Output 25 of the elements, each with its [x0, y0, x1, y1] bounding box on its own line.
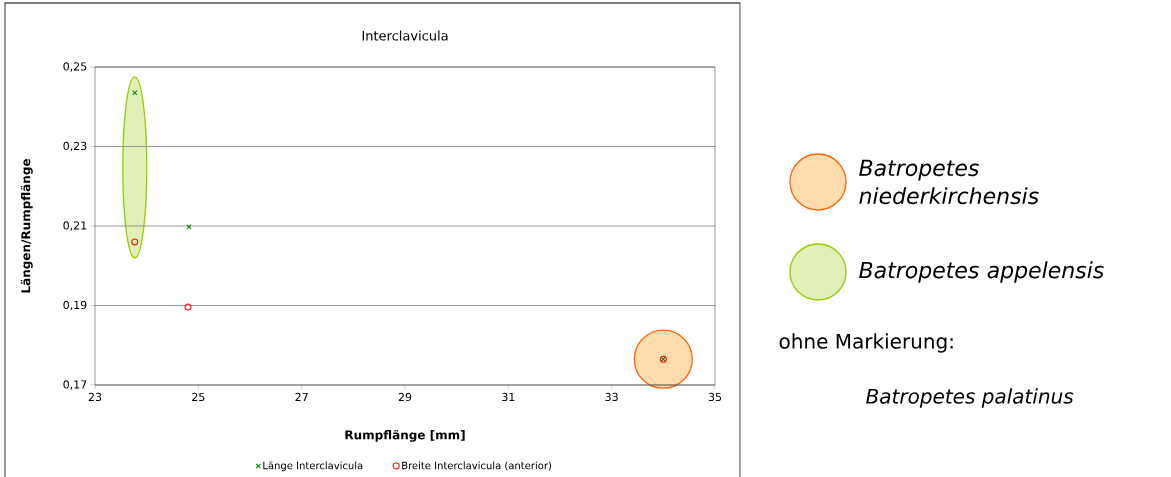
x-tick-label: 23	[88, 392, 102, 402]
y-axis-title: Längen/Rumpflänge	[20, 159, 33, 293]
text: Batropetes appelensis	[859, 261, 1104, 283]
x-tick-label: 33	[605, 392, 618, 402]
x-tick-label: 25	[192, 392, 205, 402]
y-tick-label: 0,21	[63, 221, 87, 231]
text: Batropetes palatinus	[866, 388, 1074, 408]
y-tick-label: 0,19	[63, 300, 87, 311]
y-tick-label: 0,23	[63, 141, 87, 152]
point	[184, 303, 192, 311]
point	[186, 224, 192, 230]
legend-label: Breite Interclavicula (anterior)	[402, 461, 551, 471]
text: Batropetes niederkirchensis	[859, 159, 1039, 205]
text: ohne Markierung:	[779, 333, 953, 353]
x-tick-label: 31	[502, 392, 515, 402]
x-tick-label: 27	[295, 392, 308, 401]
chart-title: Interclavicula	[362, 30, 448, 41]
y-tick-label: 0,25	[63, 62, 87, 72]
point	[132, 90, 138, 96]
x-axis-title: Rumpflänge [mm]	[345, 429, 465, 442]
x-tick-label: 35	[708, 392, 722, 402]
legend-label: Länge Interclavicula	[263, 461, 363, 472]
y-tick-label: 0,17	[63, 380, 87, 390]
point	[131, 238, 139, 246]
x-tick-label: 29	[398, 392, 412, 402]
